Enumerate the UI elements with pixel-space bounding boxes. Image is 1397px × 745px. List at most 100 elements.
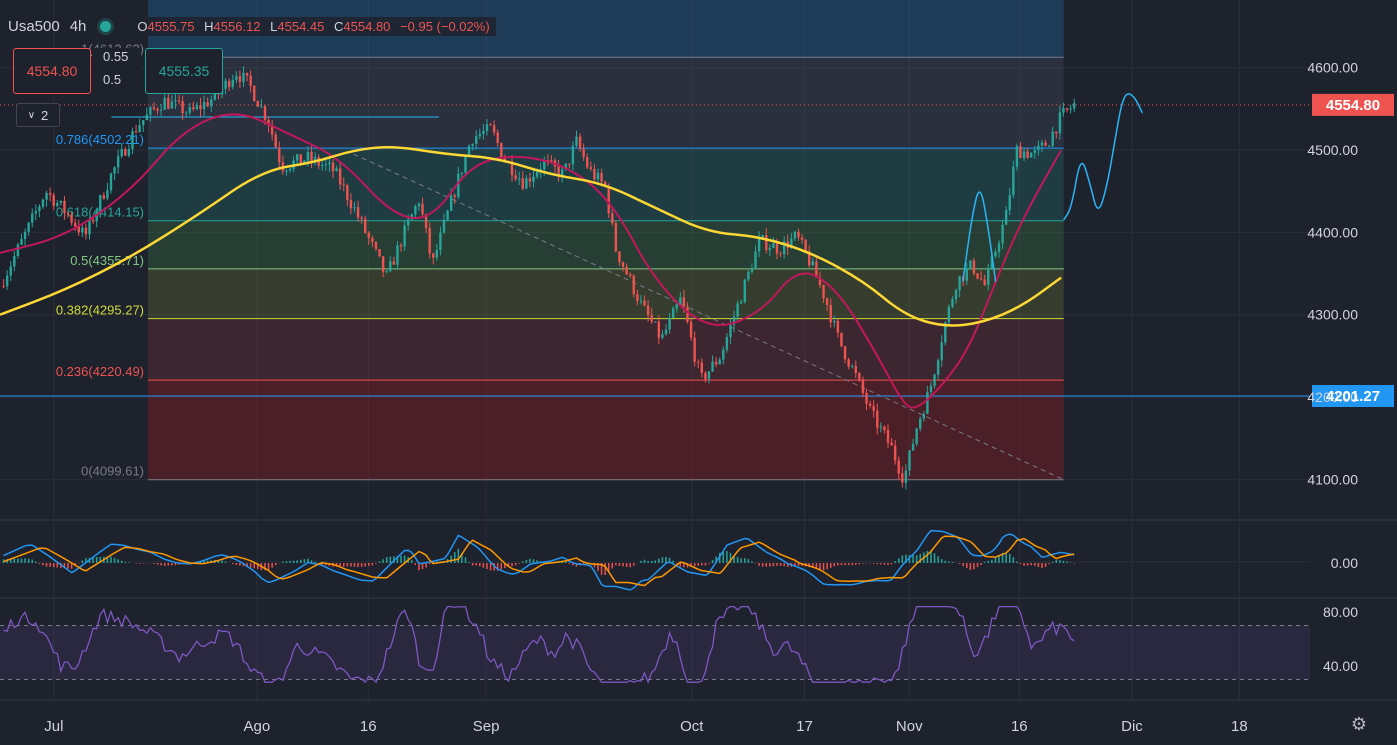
candle-body [1058, 112, 1062, 134]
fib-zone [148, 380, 1064, 480]
drawn-projection [1063, 93, 1144, 221]
candle-body [1069, 108, 1072, 110]
candle-body [951, 299, 954, 307]
candle-body [933, 374, 936, 386]
candle-body [582, 148, 585, 158]
candle-body [668, 317, 671, 330]
candle-body [288, 168, 292, 171]
candle-body [453, 195, 456, 197]
candle-body [417, 203, 421, 207]
candle-body [818, 277, 822, 286]
candle-body [149, 107, 152, 115]
signal-line [3, 535, 1075, 587]
candle-body [761, 235, 764, 238]
candle-body [661, 334, 664, 338]
candle-body [600, 172, 603, 182]
candle-body [202, 102, 206, 110]
candle-body [671, 308, 675, 318]
candle-body [1026, 151, 1029, 158]
candle-body [686, 306, 689, 322]
candle-body [138, 125, 141, 132]
candle-body [310, 151, 313, 161]
candle-body [127, 148, 131, 156]
candle-body [242, 72, 245, 82]
price-tick-label: 4200.00 [1307, 389, 1358, 405]
candle-body [904, 470, 908, 483]
candle-body [969, 260, 972, 269]
candle-body [854, 366, 857, 374]
candle-body [142, 120, 145, 126]
candle-body [825, 298, 829, 305]
spread-bottom: 0.5 [103, 72, 122, 87]
candle-body [213, 90, 217, 100]
candle-body [460, 172, 464, 174]
candle-body [517, 178, 521, 180]
candle-body [99, 195, 102, 212]
candle-body [367, 232, 371, 238]
candle-body [994, 251, 997, 257]
candle-body [571, 145, 575, 165]
fib-level-label: 0.382(4295.27) [56, 303, 144, 318]
candle-body [664, 329, 668, 335]
candle-body [890, 442, 893, 446]
candle-body [260, 106, 263, 108]
candle-body [833, 320, 836, 323]
candle-body [342, 184, 345, 186]
candle-body [449, 195, 453, 211]
candle-body [270, 124, 274, 135]
gear-icon[interactable]: ⚙ [1350, 714, 1367, 734]
time-tick-label: 16 [1011, 718, 1028, 735]
candle-body [331, 162, 335, 172]
candle-body [303, 160, 306, 164]
candle-body [496, 132, 499, 143]
open-value: 4555.75 [147, 18, 195, 34]
drawn-projection [962, 191, 997, 282]
symbol-name[interactable]: Usa500 [8, 17, 60, 35]
candle-body [707, 371, 711, 380]
candle-body [210, 99, 213, 107]
candle-body [73, 222, 77, 227]
candle-body [797, 231, 800, 238]
sell-button[interactable]: 4554.80 [13, 48, 91, 94]
candle-body [274, 134, 277, 148]
candle-body [163, 97, 166, 110]
candle-body [1030, 152, 1033, 158]
spread-top: 0.55 [103, 49, 129, 64]
candle-body [865, 392, 868, 404]
candle-body [91, 219, 95, 222]
fib-zone [148, 318, 1064, 381]
candle-body [16, 244, 20, 256]
candle-body [850, 366, 854, 368]
candle-body [919, 418, 922, 429]
candle-body [883, 426, 886, 430]
candle-body [77, 226, 80, 233]
time-tick-label: Nov [896, 718, 923, 735]
candle-body [908, 450, 911, 471]
buy-button[interactable]: 4555.35 [145, 48, 223, 94]
rsi-band [0, 625, 1310, 680]
candle-body [56, 203, 59, 206]
time-tick-label: 17 [796, 718, 813, 735]
candle-body [195, 105, 199, 110]
candle-body [926, 392, 929, 414]
candle-body [987, 268, 990, 285]
candle-body [936, 360, 940, 375]
candle-body [134, 131, 138, 133]
candle-body [385, 271, 388, 273]
indicators-toggle-button[interactable]: ∨ 2 [16, 103, 60, 127]
candle-body [263, 106, 267, 120]
timeframe[interactable]: 4h [69, 17, 87, 35]
rsi-tick-label: 80.00 [1323, 604, 1358, 620]
candle-body [424, 214, 428, 229]
candle-body [371, 237, 374, 243]
candle-body [800, 237, 804, 240]
time-tick-label: Jul [44, 718, 63, 735]
close-value: 4554.80 [343, 18, 391, 34]
candle-body [406, 219, 410, 226]
candle-body [38, 206, 41, 212]
candle-body [1047, 145, 1051, 147]
candle-body [1008, 195, 1011, 211]
candle-body [5, 275, 9, 286]
candle-body [528, 178, 532, 182]
